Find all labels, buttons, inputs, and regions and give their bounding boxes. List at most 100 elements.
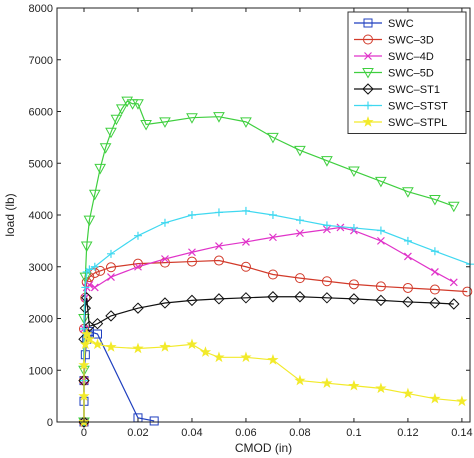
data-point-swc-4d — [449, 278, 458, 287]
data-point-swc-st1 — [91, 317, 104, 330]
data-point-swc-4d — [336, 223, 345, 232]
y-axis-label: load (lb) — [3, 193, 17, 236]
data-point-swc-st1 — [240, 292, 252, 304]
axis-ticks: 0 0.02 0.04 0.06 0.08 0.1 0.12 0.14 0 1000 2000 300… — [29, 3, 473, 439]
data-point-swc-5d — [447, 201, 460, 213]
legend-label-swc-stpl: SWC–STPL — [388, 117, 447, 129]
y-tick-label: 4000 — [29, 210, 53, 222]
data-point-swc-st1 — [321, 292, 333, 304]
data-point-swc-stst — [403, 236, 412, 245]
x-axis-label: CMOD (in) — [235, 441, 292, 455]
data-point-swc-stpl — [375, 382, 387, 394]
data-point-swc — [92, 329, 102, 339]
x-tick-label: 0.04 — [181, 427, 202, 439]
data-point-swc-5d — [240, 117, 252, 128]
data-point-swc-4d — [188, 248, 196, 257]
data-point-swc-stpl — [240, 351, 252, 363]
data-point-swc-stst — [187, 211, 196, 219]
data-point-swc-stpl — [159, 341, 171, 352]
data-point-swc-3d — [375, 281, 386, 292]
x-tick-label: 0.06 — [235, 427, 256, 439]
data-point-swc-3d — [267, 269, 278, 280]
data-point-swc-stpl — [294, 374, 306, 386]
legend-marker-swc-st1 — [362, 83, 374, 95]
data-point-swc-stpl — [267, 353, 279, 365]
data-point-swc-5d — [140, 119, 152, 131]
data-point-swc-st1 — [80, 292, 93, 304]
y-tick-label: 0 — [47, 417, 53, 429]
data-point-swc-3d — [402, 282, 413, 293]
data-point-swc-5d — [348, 166, 360, 178]
data-point-swc-4d — [161, 255, 169, 263]
data-point-swc-stst — [90, 262, 99, 271]
data-point-swc-stpl — [199, 346, 212, 357]
data-point-swc-stpl — [429, 392, 441, 404]
legend-marker-swc-5d — [362, 68, 374, 79]
series-line-swc-stpl — [83, 332, 462, 422]
data-point-swc-5d — [105, 127, 117, 139]
data-point-swc-stpl — [79, 338, 91, 350]
data-point-swc-5d — [159, 117, 171, 128]
y-tick-label: 1000 — [29, 365, 53, 377]
legend-label-swc-4d: SWC–4D — [388, 51, 434, 63]
data-point-swc-st1 — [267, 291, 279, 303]
legend: SWC SWC–3D SWC–4D SWC–5D SWC–ST1 SWC–STST SWC–… — [347, 11, 467, 134]
data-point-swc-stst — [81, 283, 90, 292]
data-point-swc-5d — [294, 145, 306, 157]
data-point-swc-stpl — [321, 377, 333, 388]
data-point-swc-5d — [429, 194, 441, 206]
data-point-swc-3d — [462, 286, 473, 297]
data-point-swc-stpl — [132, 342, 144, 354]
data-point-swc-3d — [95, 265, 106, 276]
data-point-swc-st1 — [105, 310, 117, 322]
data-point-swc-stst — [322, 221, 331, 230]
data-point-swc-5d — [321, 156, 333, 167]
data-point-swc-5d — [121, 96, 134, 108]
data-point-swc-5d — [186, 113, 198, 124]
data-point-swc-st1 — [159, 297, 171, 309]
data-point-swc-st1 — [448, 298, 460, 310]
legend-marker-swc-4d — [364, 52, 372, 60]
data-point-swc-4d — [376, 236, 385, 245]
data-point-swc — [149, 416, 159, 426]
data-point-swc-stst — [349, 223, 358, 232]
data-point-swc-3d — [186, 256, 197, 267]
data-point-swc-st1 — [294, 291, 306, 303]
data-point-swc-stpl — [186, 338, 198, 350]
data-point-swc-4d — [90, 283, 99, 292]
data-point-swc-3d — [294, 273, 305, 284]
data-point-swc-stst — [430, 247, 439, 256]
data-point-swc-st1 — [429, 297, 441, 309]
data-point-swc-3d — [240, 261, 251, 272]
legend-label-swc-5d: SWC–5D — [388, 68, 434, 80]
data-point-swc-stpl — [78, 390, 90, 401]
legend-label-swc-stst: SWC–STST — [388, 101, 448, 113]
data-point-swc-3d — [321, 276, 332, 287]
y-tick-label: 3000 — [29, 262, 53, 274]
data-point-swc-stpl — [402, 387, 414, 399]
data-point-swc-5d — [115, 104, 128, 115]
data-point-swc-4d — [242, 237, 250, 246]
data-point-swc-4d — [215, 242, 223, 250]
data-point-swc-5d — [267, 132, 279, 144]
data-point-swc-5d — [88, 189, 101, 201]
data-point-swc-3d — [429, 284, 440, 295]
data-point-swc-5d — [94, 163, 107, 175]
series-swc-stpl — [78, 328, 468, 427]
data-point-swc-4d — [430, 268, 439, 276]
data-point-swc-5d — [132, 99, 144, 110]
data-point-swc-4d — [403, 252, 412, 261]
data-point-swc-stpl — [456, 395, 468, 407]
data-point-swc-5d — [213, 112, 225, 123]
data-point-swc-3d — [105, 262, 116, 273]
data-point-swc-stst — [133, 231, 142, 240]
data-point-swc-5d — [79, 272, 92, 284]
data-point-swc-st1 — [402, 296, 414, 308]
y-tick-label: 8000 — [29, 3, 53, 15]
x-tick-label: 0.08 — [289, 427, 310, 439]
y-tick-label: 6000 — [29, 107, 53, 119]
data-point-swc-3d — [213, 255, 224, 266]
y-tick-label: 2000 — [29, 314, 53, 326]
data-point-swc-stst — [295, 216, 304, 225]
